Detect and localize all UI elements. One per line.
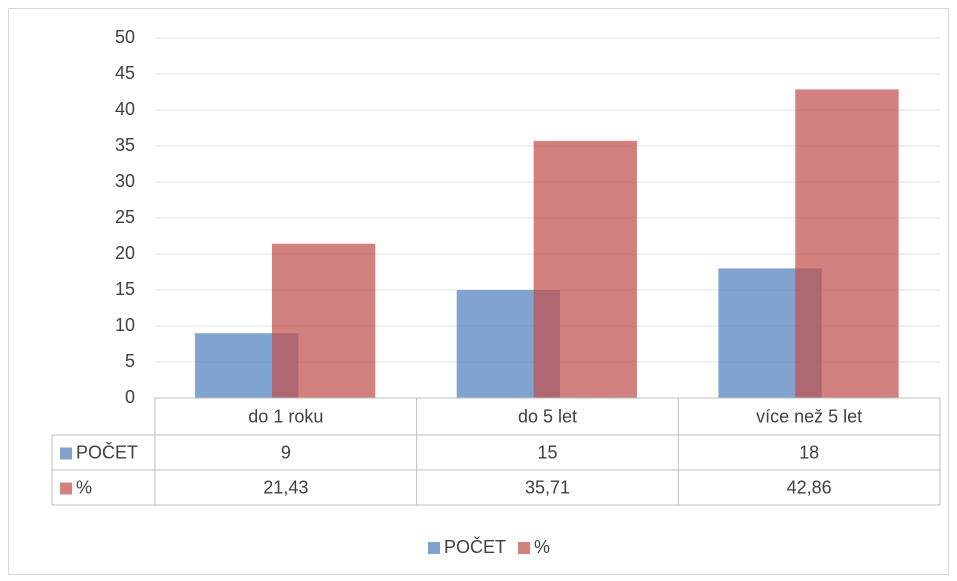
table-legend-key [60,482,72,495]
table-series-name: % [76,477,92,497]
y-tick-label: 50 [115,27,135,47]
y-tick-label: 25 [115,207,135,227]
bar [795,89,899,399]
bar [533,140,637,398]
y-tick-label: 20 [115,243,135,263]
table-value: 18 [799,442,819,462]
table-value: 42,86 [787,477,832,497]
y-tick-label: 45 [115,63,135,83]
table-value: 21,43 [263,477,308,497]
y-tick-label: 5 [125,351,135,371]
table-value: 9 [281,442,291,462]
y-tick-label: 35 [115,135,135,155]
table-series-name: POČET [76,441,138,462]
table-legend-key [60,447,72,460]
x-tick-label: do 5 let [518,406,577,426]
table-value: 15 [537,442,557,462]
bar [271,243,376,398]
y-tick-label: 40 [115,99,135,119]
y-tick-label: 10 [115,315,135,335]
y-tick-label: 15 [115,279,135,299]
legend-label: POČET [444,536,506,557]
legend-label: % [534,537,550,557]
x-tick-label: do 1 roku [248,406,323,426]
y-tick-label: 30 [115,171,135,191]
table-value: 35,71 [525,477,570,497]
legend-key [518,542,531,554]
legend-key [428,542,440,554]
x-tick-label: více než 5 let [756,406,862,426]
y-tick-label: 0 [125,387,135,407]
